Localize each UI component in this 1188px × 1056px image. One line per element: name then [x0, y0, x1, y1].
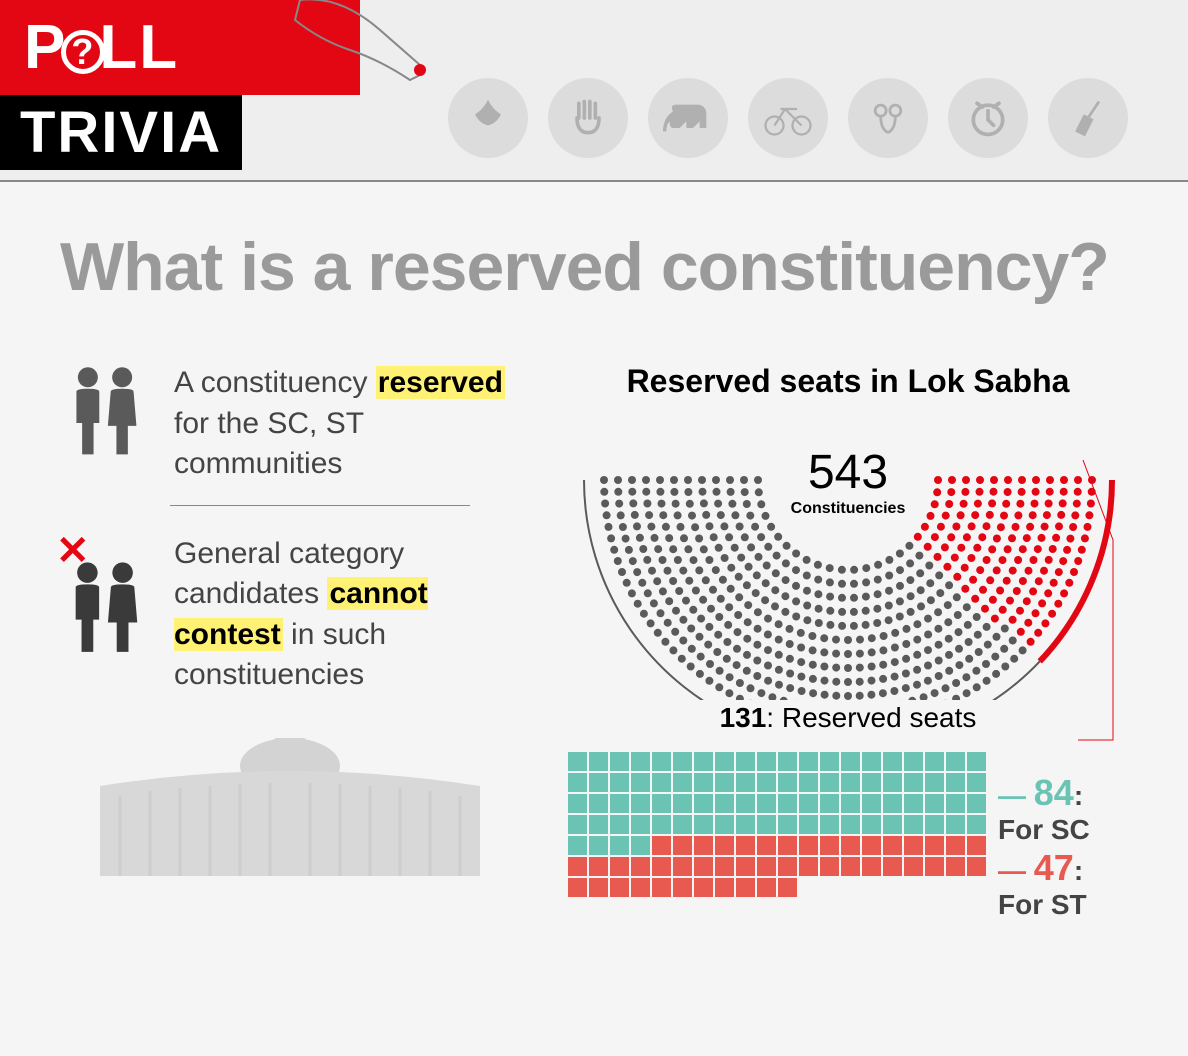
cross-icon: ✕: [56, 528, 90, 574]
chart-column: Reserved seats in Lok Sabha 543 Constitu…: [568, 363, 1128, 897]
hand-icon: [548, 78, 628, 158]
total-constituencies: 543: [791, 445, 906, 500]
pointing-hand-icon: [280, 0, 440, 110]
people-icon: [60, 363, 150, 485]
definition-divider: [170, 505, 470, 506]
logo-trivia: TRIVIA: [0, 95, 242, 170]
elephant-icon: [648, 78, 728, 158]
lotus-icon: [448, 78, 528, 158]
hemicycle-chart: 543 Constituencies: [568, 410, 1128, 700]
st-label: — 47: For ST: [998, 847, 1128, 921]
constituencies-label: Constituencies: [791, 500, 906, 518]
lok-sabha-title: Reserved seats in Lok Sabha: [568, 363, 1128, 400]
reserved-seats-label: 131: Reserved seats: [568, 702, 1128, 734]
page-title: What is a reserved constituency?: [60, 232, 1128, 303]
people-cross-icon: ✕: [60, 534, 150, 696]
logo-ll: LL: [99, 13, 179, 82]
header: P?LL TRIVIA: [0, 0, 1188, 180]
parliament-building-icon: [60, 726, 528, 881]
broom-icon: [1048, 78, 1128, 158]
waffle-chart: — 84: For SC — 47: For ST: [568, 752, 1128, 897]
connector-line: [1078, 460, 1118, 760]
definitions-column: A constituency reserved for the SC, ST c…: [60, 363, 528, 897]
definition-cannot-contest: ✕ General category candidates cannot con…: [60, 534, 528, 696]
party-icons-row: [448, 0, 1188, 180]
clock-icon: [948, 78, 1028, 158]
definition-reserved: A constituency reserved for the SC, ST c…: [60, 363, 528, 485]
bicycle-icon: [748, 78, 828, 158]
flowers-icon: [848, 78, 928, 158]
content: What is a reserved constituency? A const…: [0, 182, 1188, 947]
highlight-reserved: reserved: [376, 366, 505, 399]
sc-label: — 84: For SC: [998, 772, 1128, 846]
